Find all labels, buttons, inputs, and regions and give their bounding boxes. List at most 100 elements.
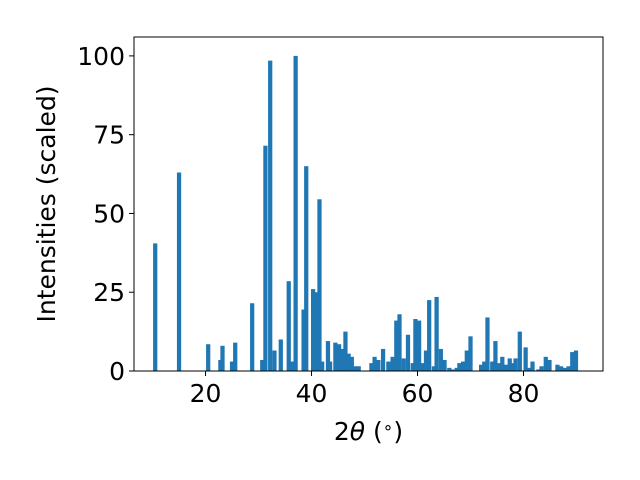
bar <box>496 363 501 371</box>
bar <box>573 350 579 371</box>
bar <box>263 145 268 371</box>
bar <box>555 364 560 371</box>
bar <box>530 361 535 371</box>
bar <box>401 358 406 371</box>
x-axis-label-part: ) <box>393 417 403 446</box>
bar <box>513 358 518 371</box>
bar <box>311 289 316 371</box>
bar <box>507 358 512 371</box>
bar <box>460 361 466 371</box>
bar <box>268 60 273 371</box>
bar <box>539 366 544 371</box>
bar <box>376 359 381 371</box>
bar <box>450 369 455 371</box>
bar <box>278 339 283 371</box>
bar <box>220 345 225 371</box>
bar <box>464 350 469 371</box>
bar <box>260 359 265 371</box>
bar <box>420 363 425 371</box>
bar <box>353 366 358 371</box>
bar <box>416 320 422 371</box>
bar <box>536 369 541 371</box>
bar <box>394 320 399 371</box>
bar <box>317 199 322 371</box>
bar <box>206 344 211 371</box>
bar <box>447 367 452 371</box>
bar <box>301 309 306 371</box>
x-tick-label: 60 <box>402 379 434 408</box>
bar <box>490 361 495 371</box>
y-axis-ticks: 0 25 50 75 100 <box>77 42 134 386</box>
bar <box>340 348 345 371</box>
x-axis-ticks: 20 40 60 80 <box>190 371 540 408</box>
bar <box>442 359 447 371</box>
bar <box>500 356 505 371</box>
bar <box>397 314 402 371</box>
bar <box>503 364 509 371</box>
y-tick-label: 100 <box>77 42 125 71</box>
x-axis-label-part: θ <box>350 417 365 446</box>
x-axis-label: 2θ (∘) <box>334 417 403 446</box>
bar <box>482 361 487 371</box>
bar <box>454 367 459 371</box>
bar <box>293 55 298 371</box>
bar <box>229 361 235 371</box>
x-axis-label-part: ∘ <box>383 418 394 438</box>
bar <box>343 331 348 371</box>
bar <box>493 341 498 371</box>
bar <box>233 342 238 371</box>
bar <box>346 353 351 371</box>
bar <box>438 348 443 371</box>
bar <box>369 363 374 371</box>
bar <box>562 367 567 371</box>
bar <box>325 341 331 371</box>
bar <box>547 359 552 371</box>
bar <box>570 352 575 371</box>
bar <box>333 342 338 371</box>
bar <box>559 366 564 371</box>
bar <box>286 281 291 371</box>
bar <box>320 361 325 371</box>
bar <box>526 367 531 371</box>
bar <box>423 350 429 371</box>
bar <box>478 364 484 371</box>
bar <box>304 166 309 371</box>
x-tick-label: 20 <box>190 379 222 408</box>
x-tick-label: 40 <box>296 379 328 408</box>
bar <box>336 344 342 371</box>
bars-group <box>153 55 579 371</box>
bar <box>523 347 528 371</box>
bar <box>410 363 415 371</box>
bar <box>457 363 462 371</box>
bar <box>405 334 411 371</box>
bar <box>468 336 473 371</box>
bar <box>272 350 277 371</box>
x-tick-label: 80 <box>508 379 540 408</box>
plot-frame <box>133 36 604 372</box>
x-axis-label-part: 2 <box>334 417 350 446</box>
bar <box>431 366 437 371</box>
y-tick-label: 75 <box>93 121 125 150</box>
bar <box>380 348 386 371</box>
bar <box>349 356 354 371</box>
bar <box>510 363 516 371</box>
bar <box>176 172 182 371</box>
bar <box>356 366 361 371</box>
bar <box>327 361 333 371</box>
bar <box>390 356 395 371</box>
bar <box>413 319 418 371</box>
y-tick-label: 25 <box>93 278 125 307</box>
y-tick-label: 50 <box>93 199 125 228</box>
bar <box>153 243 158 371</box>
bar <box>250 303 255 371</box>
bar <box>566 366 571 371</box>
bar <box>314 292 319 371</box>
bar <box>289 361 295 371</box>
bar <box>517 331 522 371</box>
y-tick-label: 0 <box>109 357 125 386</box>
x-axis-label-part: ( <box>365 417 383 446</box>
bar <box>485 317 490 371</box>
bar <box>434 296 439 371</box>
